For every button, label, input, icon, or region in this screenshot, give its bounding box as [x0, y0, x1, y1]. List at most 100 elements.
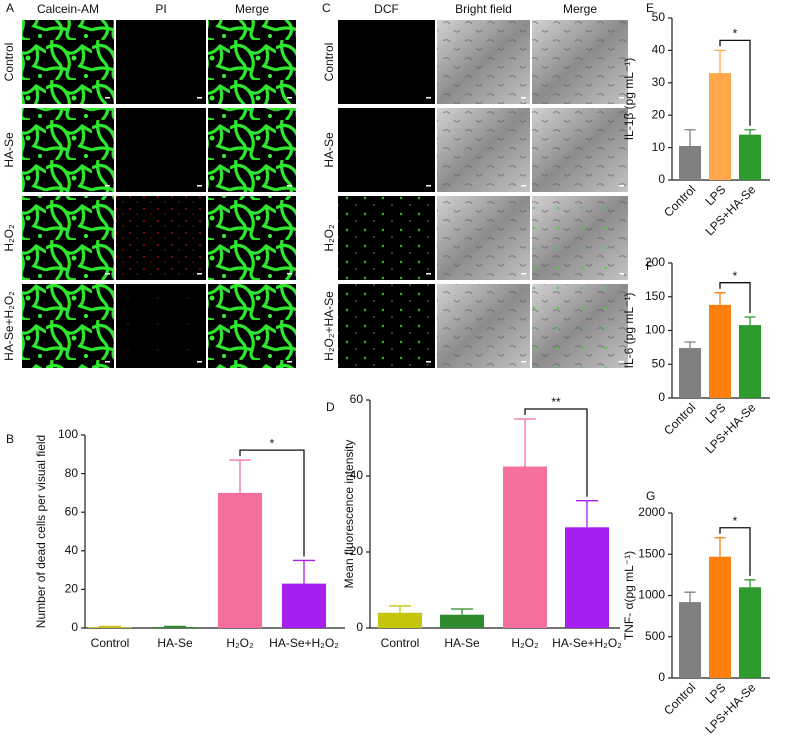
panel-letter: F — [646, 259, 653, 273]
panel-letter: C — [322, 1, 331, 15]
scale-bar — [105, 273, 110, 275]
column-label: PI — [155, 2, 166, 16]
cells — [532, 108, 628, 192]
error-bar — [229, 459, 251, 493]
scale-bar — [619, 273, 624, 275]
scale-bar — [197, 361, 202, 363]
scale-bar — [521, 361, 526, 363]
y-axis-label: TNF- α(pg mL⁻¹) — [622, 551, 636, 640]
significance-label: * — [270, 436, 275, 450]
y-tick-label: 50 — [652, 356, 666, 370]
significance-label: ** — [551, 395, 561, 409]
error-bar — [451, 608, 473, 615]
micrograph — [116, 108, 206, 192]
x-tick-label: H₂O₂ — [226, 636, 254, 650]
error-bar — [293, 559, 315, 584]
micrograph — [208, 108, 296, 192]
panel-letter: E — [646, 1, 654, 15]
scale-bar — [197, 185, 202, 187]
y-tick-label: 500 — [645, 629, 665, 643]
row-label: HA-Se+H₂O₂ — [2, 291, 16, 361]
bar — [709, 304, 731, 398]
micrograph — [208, 196, 296, 280]
scale-bar — [105, 185, 110, 187]
significance-label: * — [733, 514, 738, 528]
significance-bracket — [524, 408, 588, 497]
scale-bar — [426, 361, 431, 363]
bar — [503, 466, 547, 628]
micrograph — [338, 108, 435, 192]
scale-bar — [619, 361, 624, 363]
x-tick-label: LPS — [702, 182, 728, 208]
scale-bar — [619, 97, 624, 99]
error-bar — [684, 341, 696, 349]
bar — [679, 602, 701, 678]
bar — [88, 627, 132, 628]
micrograph — [208, 20, 296, 104]
y-tick-label: 40 — [350, 468, 364, 482]
panel-letter: G — [646, 489, 655, 503]
y-tick-label: 40 — [65, 543, 79, 557]
x-tick-label: HA-Se+H₂O₂ — [552, 636, 622, 650]
micrograph — [338, 196, 435, 280]
error-bar — [714, 292, 726, 305]
y-tick-label: 0 — [356, 620, 363, 634]
row-label: H₂O₂+HA-Se — [322, 291, 336, 361]
micrograph — [116, 196, 206, 280]
micrograph — [338, 20, 435, 104]
y-tick-label: 1000 — [638, 588, 665, 602]
error-bar — [744, 316, 756, 326]
column-label: Merge — [563, 2, 597, 16]
significance-bracket — [719, 282, 751, 313]
y-tick-label: 200 — [645, 255, 665, 269]
y-tick-label: 20 — [652, 107, 666, 121]
y-axis-label: Number of dead cells per visual field — [34, 435, 48, 628]
significance-bracket — [719, 527, 751, 576]
y-tick-label: 0 — [658, 172, 665, 186]
scale-bar — [197, 97, 202, 99]
y-tick-label: 40 — [652, 43, 666, 57]
x-tick-label: HA-Se+H₂O₂ — [269, 636, 339, 650]
row-label: HA-Se — [2, 132, 16, 168]
y-tick-label: 2000 — [638, 505, 665, 519]
cells — [437, 20, 530, 104]
scale-bar — [105, 97, 110, 99]
y-tick-label: 10 — [652, 140, 666, 154]
bar — [565, 527, 609, 628]
bar — [440, 614, 484, 628]
micrograph — [116, 284, 206, 368]
micrograph — [338, 284, 435, 368]
scale-bar — [619, 185, 624, 187]
y-tick-label: 50 — [652, 10, 666, 24]
y-tick-label: 20 — [350, 544, 364, 558]
y-tick-label: 1500 — [638, 546, 665, 560]
column-label: Merge — [235, 2, 269, 16]
y-tick-label: 0 — [658, 670, 665, 684]
cells — [437, 196, 530, 280]
bar — [153, 627, 197, 628]
panel-letter: B — [6, 432, 14, 446]
row-label: H₂O₂ — [2, 224, 16, 252]
micrograph — [116, 20, 206, 104]
bar — [739, 587, 761, 678]
cells — [532, 20, 628, 104]
error-bar — [714, 537, 726, 557]
x-tick-label: Control — [91, 636, 130, 650]
significance-label: * — [733, 27, 738, 41]
error-bar — [684, 129, 696, 146]
y-tick-label: 60 — [350, 392, 364, 406]
scale-bar — [287, 185, 292, 187]
y-axis-label: Mean fluorescence intensity — [342, 440, 356, 589]
cells — [437, 108, 530, 192]
scale-bar — [426, 273, 431, 275]
bar — [739, 134, 761, 180]
x-tick-label: HA-Se — [157, 636, 193, 650]
row-label: HA-Se — [322, 132, 336, 168]
x-tick-label: LPS — [702, 680, 728, 706]
error-bar — [684, 591, 696, 603]
scale-bar — [521, 97, 526, 99]
y-tick-label: 0 — [71, 620, 78, 634]
x-tick-label: H₂O₂ — [511, 636, 539, 650]
error-bar — [99, 625, 121, 628]
